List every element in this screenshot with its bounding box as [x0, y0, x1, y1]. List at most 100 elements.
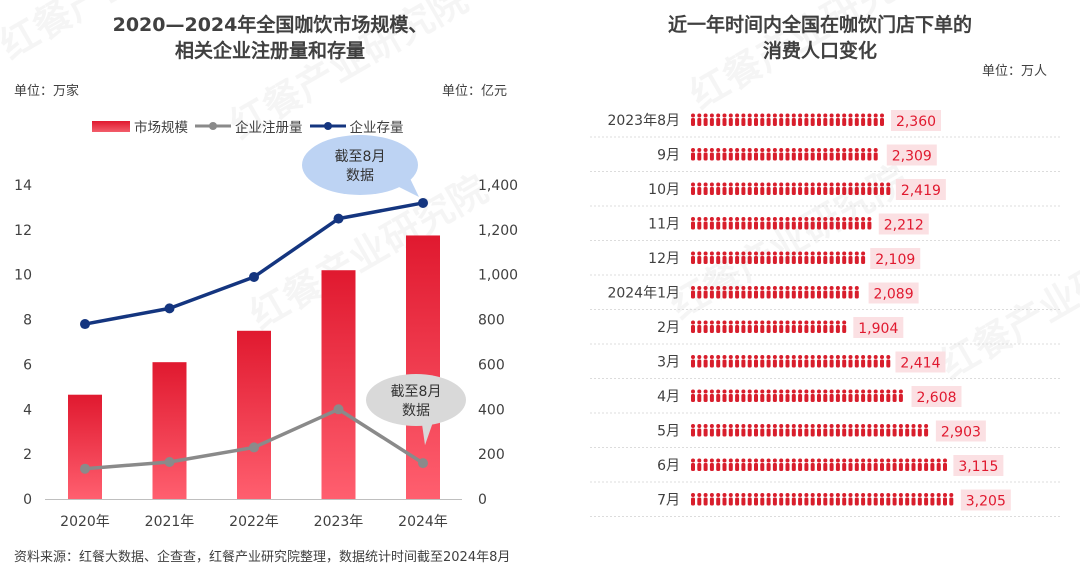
person-icon	[766, 320, 771, 325]
value-label-bg	[960, 489, 1011, 511]
person-icon	[810, 493, 815, 497]
person-icon	[785, 320, 790, 325]
person-icon	[697, 394, 702, 402]
person-icon	[873, 389, 878, 394]
person-icon	[823, 118, 828, 126]
person-icon	[691, 394, 695, 402]
person-icon	[722, 355, 727, 359]
person-icon	[691, 359, 695, 368]
person-icon	[817, 320, 821, 325]
person-icon	[722, 152, 727, 161]
person-icon	[703, 148, 708, 152]
person-icon	[703, 325, 708, 333]
person-icon	[835, 359, 840, 368]
person-icon	[760, 221, 765, 230]
person-icon	[779, 355, 784, 359]
row-category-label: 10月	[648, 182, 680, 198]
person-icon	[791, 187, 796, 195]
person-icon	[829, 290, 834, 299]
person-icon	[741, 424, 746, 428]
person-icon	[747, 359, 752, 368]
person-icon	[835, 463, 840, 471]
person-icon	[741, 497, 746, 506]
person-icon	[709, 152, 714, 161]
person-icon	[716, 463, 721, 471]
person-icon	[747, 251, 752, 256]
person-icon	[829, 355, 834, 359]
person-icon	[703, 428, 708, 437]
person-icon	[703, 355, 708, 359]
person-icon	[949, 497, 954, 506]
person-icon	[741, 290, 746, 299]
left-title-line-1: 2020—2024年全国咖饮市场规模、	[112, 14, 428, 36]
person-icon	[810, 286, 815, 290]
person-icon	[785, 217, 790, 221]
value-label: 2,414	[900, 356, 940, 372]
value-label-bg	[868, 282, 919, 304]
person-icon	[943, 497, 947, 506]
person-icon	[766, 182, 771, 187]
person-icon	[917, 463, 922, 471]
person-icon	[898, 463, 903, 471]
right-axis-tick-label: 0	[478, 492, 487, 508]
person-icon	[709, 325, 714, 333]
person-icon	[798, 325, 803, 333]
person-icon	[709, 290, 714, 299]
person-icon	[785, 152, 790, 161]
person-icon	[722, 286, 727, 290]
person-icon	[697, 152, 702, 161]
right-axis-tick-label: 400	[478, 402, 505, 418]
person-icon	[804, 152, 809, 161]
person-icon	[728, 389, 733, 394]
person-icon	[772, 152, 777, 161]
person-icon	[735, 463, 740, 471]
person-icon	[804, 325, 809, 333]
stock-point	[164, 303, 175, 314]
person-icon	[716, 424, 721, 428]
person-icon	[867, 424, 872, 428]
person-icon	[943, 463, 947, 471]
person-icon	[861, 428, 866, 437]
person-icon	[898, 493, 903, 497]
person-icon	[779, 394, 784, 402]
right-axis-tick-label: 1,400	[478, 178, 518, 194]
person-icon	[735, 493, 740, 497]
person-icon	[835, 217, 840, 221]
person-icon	[728, 187, 733, 195]
person-icon	[861, 256, 866, 264]
person-icon	[741, 389, 746, 394]
person-icon	[766, 221, 771, 230]
person-icon	[835, 251, 840, 256]
row-category-label: 2024年1月	[607, 286, 680, 302]
legend-line-swatch-gray	[195, 122, 231, 130]
person-icon	[817, 286, 821, 290]
person-icon	[697, 325, 702, 333]
person-icon	[867, 217, 872, 221]
person-icon	[854, 394, 859, 402]
person-icon	[817, 217, 821, 221]
person-icon	[722, 463, 727, 471]
person-icon	[716, 355, 721, 359]
person-icon	[842, 286, 847, 290]
person-icon	[772, 118, 777, 126]
person-icon	[823, 221, 828, 230]
consumer-bar	[691, 251, 866, 264]
person-icon	[867, 389, 872, 394]
person-icon	[791, 221, 796, 230]
person-icon	[810, 256, 815, 264]
person-icon	[861, 458, 866, 463]
person-icon	[735, 428, 740, 437]
person-icon	[760, 118, 765, 126]
person-icon	[741, 355, 746, 359]
person-icon	[798, 113, 803, 118]
person-icon	[791, 152, 796, 161]
person-icon	[760, 320, 765, 325]
person-icon	[735, 286, 740, 290]
person-icon	[716, 221, 721, 230]
person-icon	[861, 355, 866, 359]
person-icon	[911, 428, 916, 437]
person-icon	[861, 424, 866, 428]
person-icon	[791, 251, 796, 256]
person-icon	[785, 148, 790, 152]
